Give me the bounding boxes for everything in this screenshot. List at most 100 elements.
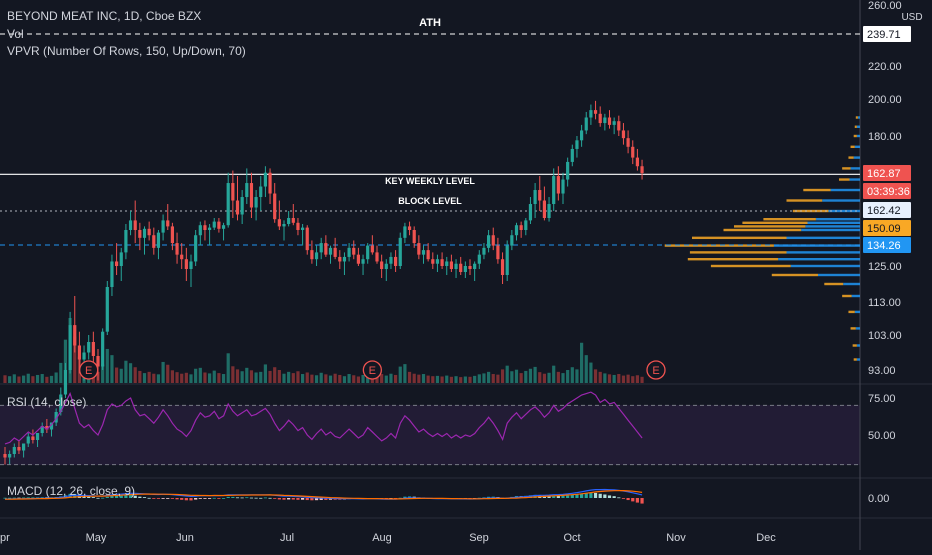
vpvr-down-row bbox=[850, 327, 856, 330]
vpvr-down-row bbox=[803, 188, 831, 192]
volume-bar bbox=[328, 375, 333, 383]
volume-legend[interactable]: Vol bbox=[7, 27, 24, 41]
volume-bar bbox=[398, 366, 402, 383]
candle-body bbox=[328, 247, 333, 255]
time-axis-label: Nov bbox=[666, 532, 686, 544]
earnings-marker[interactable] bbox=[79, 360, 99, 380]
volume-bar bbox=[440, 376, 444, 383]
volume-bar bbox=[394, 374, 398, 383]
volume-bar bbox=[347, 374, 351, 383]
candle-body bbox=[473, 263, 477, 269]
macd-histogram-bar bbox=[291, 498, 295, 500]
candle-body bbox=[533, 190, 537, 205]
macd-histogram-bar bbox=[12, 497, 16, 499]
macd-histogram-bar bbox=[561, 495, 565, 498]
volume-bar bbox=[184, 372, 188, 383]
vpvr-up-row bbox=[853, 156, 860, 159]
macd-histogram-bar bbox=[245, 497, 249, 499]
price-badge-label: 239.71 bbox=[867, 29, 901, 41]
volume-bar bbox=[203, 372, 207, 383]
volume-bar bbox=[412, 373, 416, 383]
macd-histogram-bar bbox=[17, 497, 21, 499]
macd-histogram-bar bbox=[161, 498, 165, 499]
candle-body bbox=[245, 183, 249, 198]
volume-bar bbox=[249, 370, 254, 383]
volume-bar bbox=[487, 371, 491, 383]
vpvr-down-row bbox=[855, 116, 858, 119]
candle-body bbox=[524, 220, 528, 230]
vpvr-legend[interactable]: VPVR (Number Of Rows, 150, Up/Down, 70) bbox=[7, 44, 246, 58]
macd-legend[interactable]: MACD (12, 26, close, 9) bbox=[7, 484, 136, 498]
candle-body bbox=[105, 287, 109, 332]
candle-body bbox=[22, 443, 26, 451]
candle-body bbox=[124, 230, 128, 253]
price-badge bbox=[863, 165, 911, 181]
earnings-marker[interactable] bbox=[362, 360, 383, 380]
vpvr-up-row bbox=[818, 273, 860, 277]
macd-histogram-bar bbox=[301, 498, 305, 500]
vpvr-down-row bbox=[848, 156, 854, 159]
candle-body bbox=[314, 252, 319, 260]
volume-bar bbox=[566, 370, 570, 383]
candle-body bbox=[640, 166, 644, 173]
vpvr-up-row bbox=[801, 228, 860, 232]
volume-bar bbox=[510, 371, 514, 383]
candle-body bbox=[589, 110, 593, 118]
volume-bar bbox=[73, 336, 77, 383]
candle-body bbox=[221, 225, 226, 229]
volume-bar bbox=[226, 353, 230, 383]
rsi-legend[interactable]: RSI (14, close) bbox=[7, 395, 87, 409]
candle-body bbox=[138, 230, 142, 238]
candle-body bbox=[194, 235, 198, 262]
macd-axis-label: 0.00 bbox=[868, 493, 889, 505]
volume-bar bbox=[626, 374, 630, 383]
volume-bar bbox=[189, 374, 193, 383]
candle-body bbox=[603, 117, 607, 124]
macd-histogram-bar bbox=[208, 498, 212, 499]
macd-histogram-bar bbox=[621, 498, 626, 499]
volume-bar bbox=[445, 375, 449, 383]
earnings-marker[interactable] bbox=[646, 360, 666, 380]
candle-body bbox=[538, 190, 542, 201]
vpvr-down-row bbox=[842, 294, 852, 298]
macd-histogram-bar bbox=[603, 494, 607, 498]
macd-histogram-bar bbox=[324, 498, 328, 500]
macd-histogram-bar bbox=[566, 495, 570, 498]
volume-bar bbox=[417, 374, 421, 383]
volume-bar bbox=[170, 370, 174, 383]
candle-body bbox=[40, 426, 44, 433]
rsi-axis-label: 50.00 bbox=[868, 430, 896, 442]
vpvr-up-row bbox=[843, 282, 860, 286]
volume-bar bbox=[621, 375, 626, 383]
volume-bar bbox=[63, 339, 68, 383]
symbol-title[interactable]: BEYOND MEAT INC, 1D, Cboe BZX bbox=[7, 9, 202, 23]
macd-histogram-bar bbox=[240, 497, 244, 499]
macd-histogram-bar bbox=[26, 497, 30, 499]
vpvr-down-row bbox=[734, 225, 806, 228]
vpvr-up-row bbox=[778, 257, 860, 261]
candle-body bbox=[68, 325, 72, 370]
vpvr-up-row bbox=[822, 199, 860, 202]
candle-body bbox=[468, 266, 472, 269]
macd-histogram-bar bbox=[231, 496, 235, 498]
volume-bar bbox=[473, 375, 477, 383]
volume-bar bbox=[556, 371, 560, 383]
candle-body bbox=[519, 225, 523, 230]
candle-body bbox=[208, 227, 212, 230]
volume-bar bbox=[593, 369, 598, 383]
vpvr-up-row bbox=[830, 188, 860, 192]
macd-histogram-bar bbox=[259, 497, 263, 499]
macd-histogram-bar bbox=[580, 493, 584, 498]
volume-bar bbox=[217, 373, 221, 383]
candle-body bbox=[287, 218, 291, 224]
volume-bar bbox=[607, 374, 612, 383]
candle-body bbox=[115, 261, 119, 266]
macd-histogram-bar bbox=[310, 498, 314, 501]
candle-body bbox=[96, 356, 100, 367]
macd-histogram-bar bbox=[296, 498, 300, 500]
vpvr-up-row bbox=[855, 327, 860, 330]
macd-histogram-bar bbox=[212, 497, 216, 499]
price-badge bbox=[863, 220, 911, 236]
